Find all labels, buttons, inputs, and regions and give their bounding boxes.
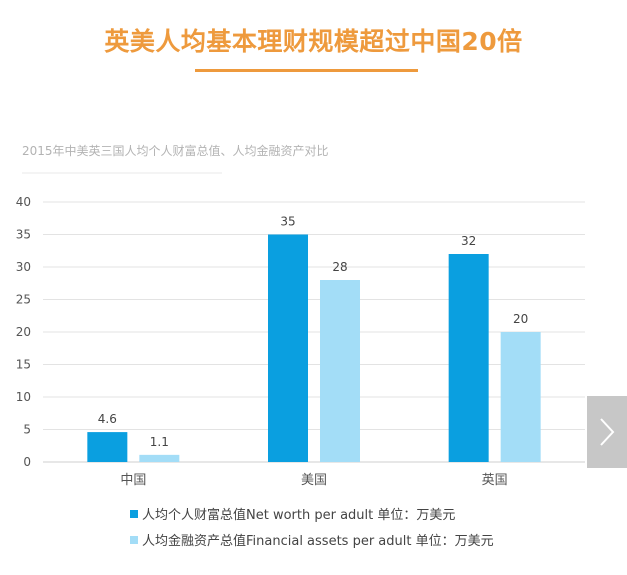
divider (22, 172, 222, 174)
bar (139, 454, 180, 462)
y-tick-label: 35 (16, 228, 31, 242)
data-label: 32 (461, 234, 476, 248)
chart-title: 2015年中美英三国人均个人财富总值、人均金融资产对比 (22, 144, 329, 158)
bar (320, 280, 360, 462)
legend-swatch (130, 509, 138, 518)
page-title: 英美人均基本理财规模超过中国20倍 (104, 27, 523, 56)
y-tick-label: 0 (23, 455, 31, 469)
bar (268, 234, 308, 462)
y-tick-label: 5 (23, 423, 31, 437)
bar (87, 432, 128, 462)
y-tick-label: 10 (16, 390, 31, 404)
legend-label: 人均金融资产总值Financial assets per adult 单位：万美… (142, 534, 494, 549)
legend-label: 人均个人财富总值Net worth per adult 单位：万美元 (142, 508, 456, 523)
y-tick-label: 40 (16, 195, 31, 209)
data-label: 4.6 (98, 412, 117, 426)
x-tick-label: 英国 (482, 473, 508, 488)
bar-chart: 0 5 10 15 20 25 30 35 40 4.6 1.1 中国 35 28 美国 32 20 英国 (16, 195, 585, 488)
data-label: 1.1 (150, 435, 169, 449)
legend-item-financial-assets: 人均金融资产总值Financial assets per adult 单位：万美… (130, 530, 494, 549)
data-label: 20 (513, 312, 528, 326)
next-button[interactable] (587, 396, 627, 468)
y-tick-label: 25 (16, 293, 31, 307)
x-tick-label: 中国 (120, 473, 146, 488)
bar (448, 254, 489, 462)
legend-swatch (130, 535, 138, 544)
data-label: 28 (332, 260, 347, 274)
bar (500, 332, 541, 462)
x-tick-label: 美国 (301, 473, 327, 488)
legend-item-net-worth: 人均个人财富总值Net worth per adult 单位：万美元 (130, 504, 455, 523)
y-tick-label: 20 (16, 325, 31, 339)
y-tick-label: 15 (16, 358, 31, 372)
y-tick-label: 30 (16, 260, 31, 274)
title-underline (195, 69, 418, 72)
data-label: 35 (280, 215, 295, 229)
chevron-right-icon (600, 418, 615, 446)
